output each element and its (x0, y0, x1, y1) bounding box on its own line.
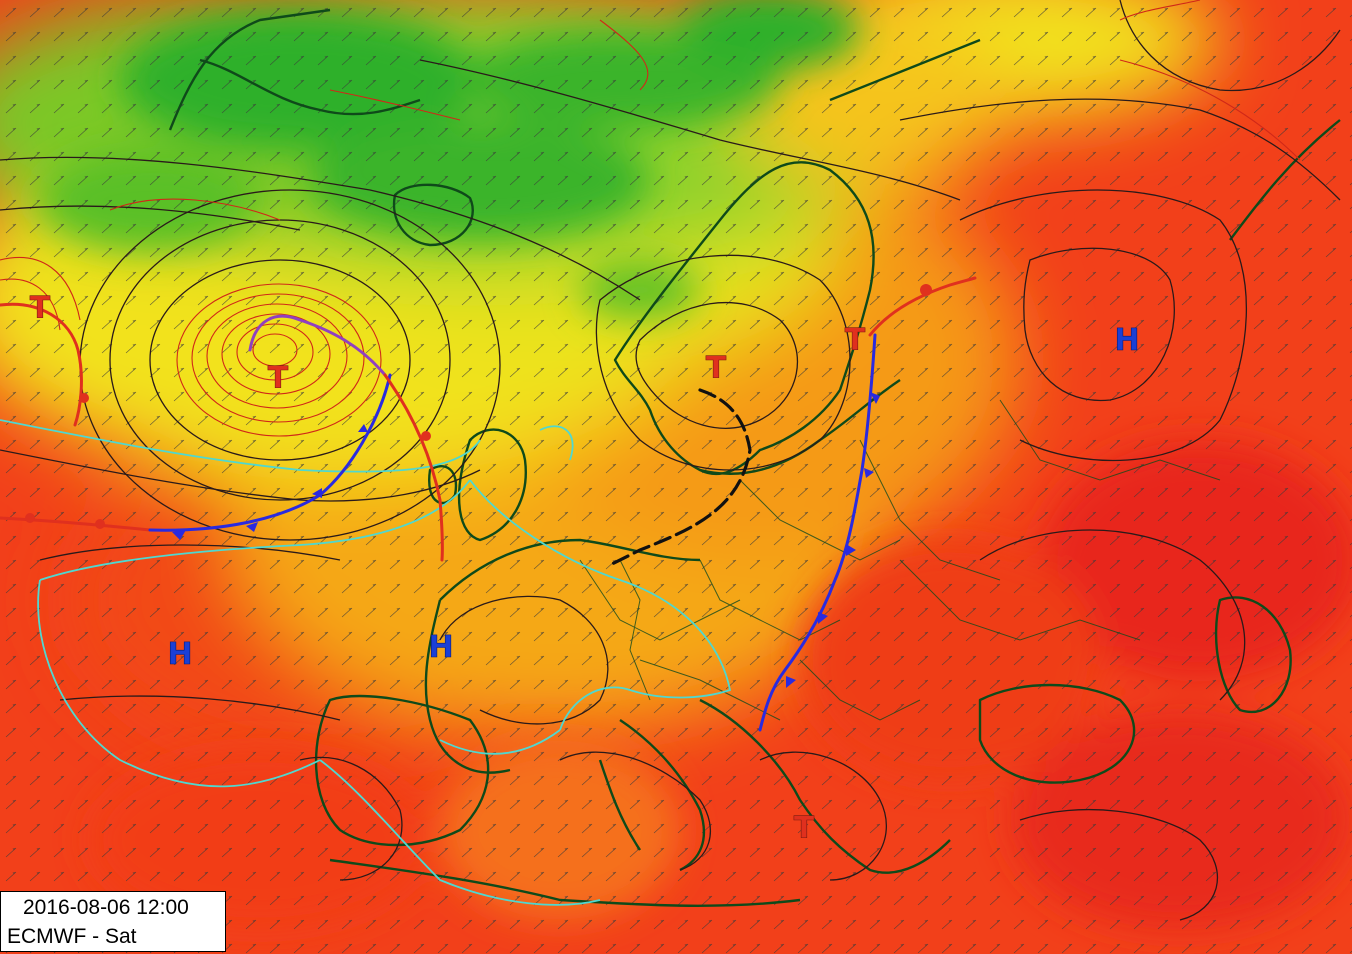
forecast-datetime: 2016-08-06 12:00 (23, 896, 189, 919)
thickness-lines (0, 0, 1301, 437)
north-africa-coast (329, 858, 801, 907)
warm-front-marker (25, 513, 35, 523)
low-pressure-label: T (794, 811, 815, 846)
greenland-coast (168, 8, 421, 131)
warm-front-west (0, 302, 83, 427)
cold-front-marker (246, 522, 258, 532)
iceland-coast (392, 183, 474, 247)
low-pressure-label: T (845, 323, 866, 358)
warm-front-marker (920, 284, 932, 296)
warm-front-east (868, 276, 977, 337)
caspian-coast (1214, 596, 1292, 713)
cold-front-marker (786, 676, 796, 688)
isotherm-line (0, 419, 732, 906)
trough-line (608, 388, 752, 567)
black-sea-coast (978, 683, 1136, 784)
high-pressure-label: H (1114, 323, 1139, 358)
warm-front-atlantic (0, 516, 152, 532)
pressure-centers: T T T T T H H H (29, 291, 1139, 847)
cold-front-marker (846, 544, 856, 556)
cold-front-marker (312, 488, 322, 498)
low-pressure-label: T (268, 361, 289, 396)
cold-front-marker (172, 530, 186, 540)
cold-front-marker (864, 468, 874, 478)
cold-front-marker (358, 424, 368, 432)
warm-front-marker (79, 393, 89, 403)
low-pressure-label: T (30, 291, 51, 326)
north-russia-coast (829, 38, 1341, 241)
weather-fronts (0, 276, 977, 732)
balkans-coast (699, 698, 951, 874)
cold-front-europe (758, 333, 877, 732)
british-isles-coast (428, 428, 527, 542)
high-pressure-label: H (428, 630, 453, 665)
warm-front-marker (95, 519, 105, 529)
cold-front-marker (870, 392, 880, 404)
occluded-front (248, 314, 387, 377)
scandinavia-coast (613, 161, 875, 476)
model-source: ECMWF - Sat (7, 925, 137, 948)
low-pressure-label: T (706, 351, 727, 386)
high-pressure-label: H (167, 637, 192, 672)
warm-front-marker (421, 431, 431, 441)
west-europe-coast (424, 538, 701, 774)
isobars (0, 0, 1341, 921)
warm-front-uk (383, 373, 444, 562)
cold-front-marker (818, 612, 828, 624)
country-borders (579, 399, 1221, 721)
italy-coast (598, 719, 706, 872)
map-info-box: 2016-08-06 12:00 ECMWF - Sat (0, 891, 226, 952)
iberia-coast (314, 694, 490, 847)
